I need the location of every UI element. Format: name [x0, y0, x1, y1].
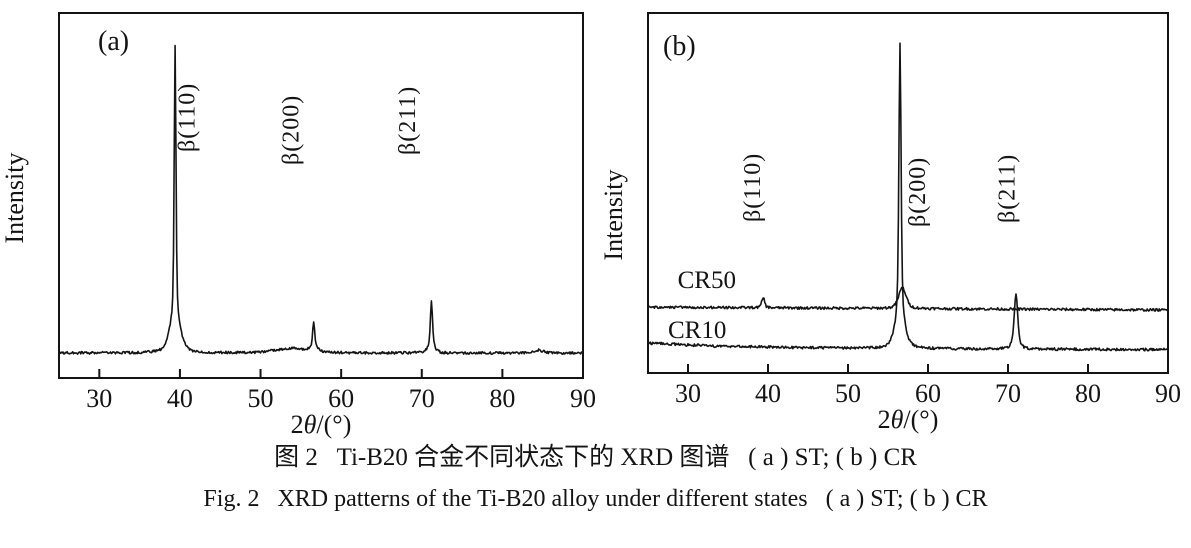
x-tick-label: 50: [835, 379, 861, 408]
caption-chinese: 图 2 Ti-B20 合金不同状态下的 XRD 图谱 ( a ) ST; ( b…: [274, 444, 917, 471]
x-tick-label: 40: [167, 384, 193, 413]
xrd-chart-panel-a: 30 40 50 60 70 80 90 2θ/(°) Intensity (a) β(110) β(…: [0, 12, 596, 439]
panel-letter: (a): [98, 26, 129, 57]
x-tick-label: 30: [675, 379, 701, 408]
xrd-curve-cr50: [647, 286, 1169, 312]
x-tick-label: 90: [1155, 379, 1181, 408]
series-label-cr10: CR10: [668, 317, 726, 344]
xrd-curve-cr10: [647, 42, 1169, 352]
caption-english: Fig. 2 XRD patterns of the Ti-B20 alloy …: [203, 486, 988, 512]
peak-label: β(200): [905, 157, 931, 227]
plot-border: [58, 12, 584, 379]
y-axis-title: Intensity: [600, 170, 628, 261]
x-tick-label: 70: [409, 384, 435, 413]
x-tick-label: 70: [995, 379, 1021, 408]
figure-captions: 图 2 Ti-B20 合金不同状态下的 XRD 图谱 ( a ) ST; ( b…: [0, 441, 1191, 515]
peak-label: β(110): [175, 83, 201, 152]
x-tick-label: 30: [86, 384, 112, 413]
series-label-cr50: CR50: [678, 267, 736, 294]
x-tick-label: 40: [755, 379, 781, 408]
x-tick-label: 50: [248, 384, 274, 413]
x-tick-label: 90: [570, 384, 596, 413]
x-tick-label: 80: [1075, 379, 1101, 408]
x-tick-label: 60: [328, 384, 354, 413]
peak-label: β(211): [395, 86, 421, 155]
y-axis-title: Intensity: [0, 153, 29, 244]
peak-label: β(200): [279, 95, 305, 165]
peak-label: β(211): [995, 154, 1021, 223]
x-tick-label: 60: [915, 379, 941, 408]
plot-border: [647, 12, 1169, 374]
x-tick-label: 80: [489, 384, 515, 413]
peak-label: β(110): [740, 153, 766, 222]
xrd-curve-st: [58, 44, 584, 356]
panel-letter: (b): [663, 31, 696, 62]
xrd-chart-panel-b: 30 40 50 60 70 80 90 2θ/(°) Intensity (b) CR10 CR50…: [600, 12, 1181, 434]
x-axis-title: 2θ/(°): [291, 410, 352, 439]
x-axis-title: 2θ/(°): [878, 405, 939, 434]
